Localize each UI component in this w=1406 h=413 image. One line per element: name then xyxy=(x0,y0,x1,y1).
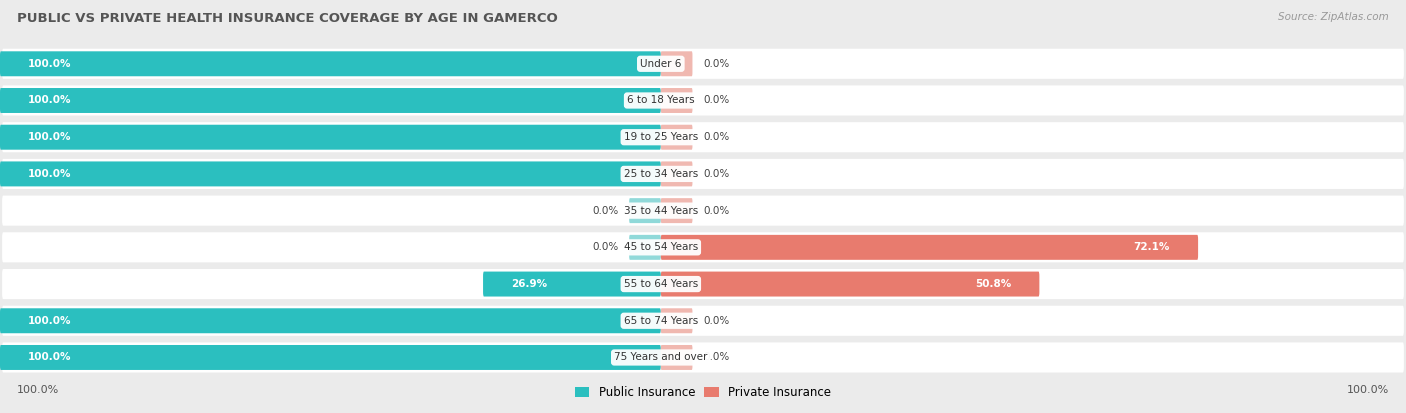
Text: 0.0%: 0.0% xyxy=(703,95,730,105)
Text: 100.0%: 100.0% xyxy=(28,59,72,69)
FancyBboxPatch shape xyxy=(661,272,1039,297)
FancyBboxPatch shape xyxy=(661,161,693,186)
FancyBboxPatch shape xyxy=(0,308,661,333)
Text: 26.9%: 26.9% xyxy=(512,279,547,289)
FancyBboxPatch shape xyxy=(661,198,693,223)
FancyBboxPatch shape xyxy=(661,88,693,113)
FancyBboxPatch shape xyxy=(0,345,661,370)
FancyBboxPatch shape xyxy=(630,198,661,223)
Text: 100.0%: 100.0% xyxy=(28,352,72,363)
Text: 75 Years and over: 75 Years and over xyxy=(614,352,707,363)
FancyBboxPatch shape xyxy=(3,122,1403,152)
Legend: Public Insurance, Private Insurance: Public Insurance, Private Insurance xyxy=(575,386,831,399)
Text: 45 to 54 Years: 45 to 54 Years xyxy=(624,242,697,252)
FancyBboxPatch shape xyxy=(3,342,1403,373)
FancyBboxPatch shape xyxy=(0,88,661,113)
Text: 0.0%: 0.0% xyxy=(592,242,619,252)
Text: Under 6: Under 6 xyxy=(640,59,682,69)
Text: PUBLIC VS PRIVATE HEALTH INSURANCE COVERAGE BY AGE IN GAMERCO: PUBLIC VS PRIVATE HEALTH INSURANCE COVER… xyxy=(17,12,558,25)
Text: 0.0%: 0.0% xyxy=(703,206,730,216)
Text: 0.0%: 0.0% xyxy=(703,169,730,179)
FancyBboxPatch shape xyxy=(3,85,1403,116)
FancyBboxPatch shape xyxy=(661,51,693,76)
FancyBboxPatch shape xyxy=(661,125,693,150)
FancyBboxPatch shape xyxy=(661,235,1198,260)
FancyBboxPatch shape xyxy=(661,308,693,333)
Text: 0.0%: 0.0% xyxy=(703,352,730,363)
FancyBboxPatch shape xyxy=(661,345,693,370)
Text: 0.0%: 0.0% xyxy=(703,59,730,69)
Text: 50.8%: 50.8% xyxy=(974,279,1011,289)
Text: 0.0%: 0.0% xyxy=(592,206,619,216)
Text: 25 to 34 Years: 25 to 34 Years xyxy=(624,169,697,179)
Text: 19 to 25 Years: 19 to 25 Years xyxy=(624,132,697,142)
Text: 100.0%: 100.0% xyxy=(28,316,72,326)
FancyBboxPatch shape xyxy=(484,272,661,297)
FancyBboxPatch shape xyxy=(3,196,1403,225)
Text: 100.0%: 100.0% xyxy=(28,169,72,179)
Text: 72.1%: 72.1% xyxy=(1133,242,1170,252)
FancyBboxPatch shape xyxy=(3,269,1403,299)
FancyBboxPatch shape xyxy=(0,125,661,150)
FancyBboxPatch shape xyxy=(3,159,1403,189)
FancyBboxPatch shape xyxy=(0,161,661,186)
Text: 55 to 64 Years: 55 to 64 Years xyxy=(624,279,697,289)
Text: 100.0%: 100.0% xyxy=(28,95,72,105)
Text: 0.0%: 0.0% xyxy=(703,316,730,326)
FancyBboxPatch shape xyxy=(3,306,1403,336)
Text: 0.0%: 0.0% xyxy=(703,132,730,142)
FancyBboxPatch shape xyxy=(3,49,1403,79)
Text: 100.0%: 100.0% xyxy=(1347,385,1389,395)
Text: 100.0%: 100.0% xyxy=(17,385,59,395)
Text: 35 to 44 Years: 35 to 44 Years xyxy=(624,206,697,216)
FancyBboxPatch shape xyxy=(630,235,661,260)
Text: Source: ZipAtlas.com: Source: ZipAtlas.com xyxy=(1278,12,1389,22)
Text: 6 to 18 Years: 6 to 18 Years xyxy=(627,95,695,105)
FancyBboxPatch shape xyxy=(3,232,1403,262)
Text: 100.0%: 100.0% xyxy=(28,132,72,142)
Text: 65 to 74 Years: 65 to 74 Years xyxy=(624,316,697,326)
FancyBboxPatch shape xyxy=(0,51,661,76)
